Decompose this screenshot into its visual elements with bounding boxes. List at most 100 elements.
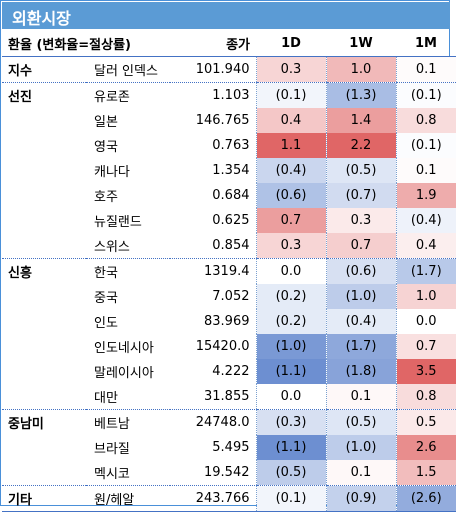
- row-currency: 대만: [86, 384, 170, 410]
- row-change-1w: (0.6): [325, 258, 396, 284]
- row-change-1d: (0.6): [255, 183, 326, 208]
- row-group: [2, 233, 86, 259]
- row-change-1d: 0.7: [255, 208, 326, 233]
- row-close: 0.763: [212, 138, 250, 153]
- row-change-1m: 0.5: [395, 409, 456, 435]
- table-header-row: 환율 (변화율=절상률) 종가 1D 1W 1M: [2, 30, 456, 57]
- row-currency: 스위스: [86, 233, 170, 259]
- row-change-1d: (0.2): [255, 309, 326, 334]
- header-label: 환율 (변화율=절상률): [2, 30, 170, 57]
- row-close: 0.684: [212, 188, 250, 203]
- row-change-1d: (0.1): [255, 82, 326, 108]
- row-group: [2, 108, 86, 133]
- row-currency: 달러 인덱스: [86, 56, 170, 83]
- row-group: [2, 334, 86, 359]
- table-row: 스위스 0.854 0.3 0.7 0.4: [2, 233, 456, 259]
- row-currency: 캐나다: [94, 165, 130, 180]
- row-group: 선진: [8, 90, 32, 105]
- row-close: 7.052: [212, 289, 250, 304]
- row-change-1m: 0.0: [395, 309, 456, 334]
- table-row: 멕시코 19.542 (0.5) 0.1 1.5: [2, 460, 456, 486]
- row-change-1d: (0.5): [255, 460, 326, 486]
- row-change-1m: (0.1): [395, 133, 456, 158]
- table-row: 지수 달러 인덱스 101.940 0.3 1.0 0.1: [2, 56, 456, 83]
- row-group: 기타: [2, 485, 86, 512]
- row-group: [2, 359, 86, 384]
- row-group: 신흥: [8, 266, 32, 281]
- row-change-1d: (1.1): [255, 359, 326, 384]
- row-change-1m: 2.6: [395, 435, 456, 460]
- fx-table: 환율 (변화율=절상률) 종가 1D 1W 1M 지수 달러 인덱스 101.940…: [2, 30, 456, 512]
- row-close: 5.495: [212, 440, 250, 455]
- row-group: [2, 208, 86, 233]
- row-change-1w: (1.3): [325, 82, 396, 108]
- row-change-1d: 0.4: [255, 108, 326, 133]
- row-group: [2, 133, 86, 158]
- row-currency: 일본: [94, 115, 118, 130]
- row-change-1d: 0.3: [255, 56, 326, 83]
- row-change-1d: (0.4): [255, 158, 326, 183]
- row-currency: 중국: [94, 291, 118, 306]
- table-row: 영국 0.763 1.1 2.2 (0.1): [2, 133, 456, 158]
- table-row: 호주 0.684 (0.6) (0.7) 1.9: [2, 183, 456, 208]
- row-change-1w: (1.8): [325, 359, 396, 384]
- row-change-1m: (0.1): [395, 82, 456, 108]
- row-group: [2, 183, 86, 208]
- row-close: 0.625: [212, 213, 250, 228]
- row-change-1w: (0.4): [325, 309, 396, 334]
- table-body: 지수 달러 인덱스 101.940 0.3 1.0 0.1 선진 유로존 1.103 (0.1)(…: [2, 56, 456, 512]
- row-currency: 멕시코: [86, 460, 170, 486]
- table-row: 선진 유로존 1.103 (0.1) (1.3) (0.1): [2, 82, 456, 108]
- row-change-1m: 3.5: [395, 359, 456, 384]
- row-close: 1.354: [212, 163, 250, 178]
- row-change-1w: 0.7: [325, 233, 396, 259]
- row-change-1d: 1.1: [255, 133, 326, 158]
- table-row: 인도 83.969 (0.2) (0.4) 0.0: [2, 309, 456, 334]
- table-row: 중남미 베트남 24748.0 (0.3) (0.5) 0.5: [2, 409, 456, 435]
- row-change-1w: 0.3: [325, 208, 396, 233]
- row-change-1m: 0.4: [395, 233, 456, 259]
- header-1m: 1M: [396, 30, 456, 57]
- row-currency: 브라질: [94, 442, 130, 457]
- row-group: 지수: [2, 56, 86, 83]
- row-currency: 호주: [94, 190, 118, 205]
- row-change-1m: 0.8: [395, 384, 456, 410]
- row-change-1w: (0.5): [325, 158, 396, 183]
- table-row: 대만 31.855 0.0 0.1 0.8: [2, 384, 456, 410]
- row-change-1m: 0.1: [395, 56, 456, 83]
- row-group: [2, 309, 86, 334]
- table-row: 기타 원/헤알 243.766 (0.1) (0.9) (2.6): [2, 485, 456, 512]
- row-group: [2, 284, 86, 309]
- row-currency: 인도: [94, 316, 118, 331]
- row-change-1w: (1.7): [325, 334, 396, 359]
- row-change-1w: 2.2: [325, 133, 396, 158]
- row-close: 101.940: [170, 56, 256, 83]
- row-change-1m: (2.6): [395, 485, 456, 512]
- row-close: 15420.0: [195, 339, 250, 354]
- row-change-1m: 0.1: [395, 158, 456, 183]
- row-change-1d: (0.3): [255, 409, 326, 435]
- row-change-1d: 0.0: [255, 384, 326, 410]
- row-change-1m: 1.0: [395, 284, 456, 309]
- row-change-1w: (0.5): [325, 409, 396, 435]
- row-change-1m: 1.5: [395, 460, 456, 486]
- header-1w: 1W: [326, 30, 396, 57]
- table-row: 중국 7.052 (0.2) (1.0) 1.0: [2, 284, 456, 309]
- row-change-1w: (1.0): [325, 435, 396, 460]
- row-close: 83.969: [204, 314, 250, 329]
- row-group: 중남미: [8, 417, 44, 432]
- table-row: 인도네시아 15420.0 (1.0) (1.7) 0.7: [2, 334, 456, 359]
- row-change-1d: (0.1): [255, 485, 326, 512]
- row-change-1w: (0.9): [325, 485, 396, 512]
- table-row: 캐나다 1.354 (0.4) (0.5) 0.1: [2, 158, 456, 183]
- row-change-1w: 1.0: [325, 56, 396, 83]
- row-currency: 인도네시아: [94, 341, 154, 356]
- row-currency: 한국: [94, 266, 118, 281]
- row-close: 1319.4: [204, 264, 250, 279]
- row-change-1d: (1.0): [255, 334, 326, 359]
- row-change-1m: 0.8: [395, 108, 456, 133]
- table-row: 말레이시아 4.222 (1.1) (1.8) 3.5: [2, 359, 456, 384]
- title-bar: 외환시장: [2, 2, 450, 29]
- table-row: 일본 146.765 0.4 1.4 0.8: [2, 108, 456, 133]
- row-close: 243.766: [170, 485, 256, 512]
